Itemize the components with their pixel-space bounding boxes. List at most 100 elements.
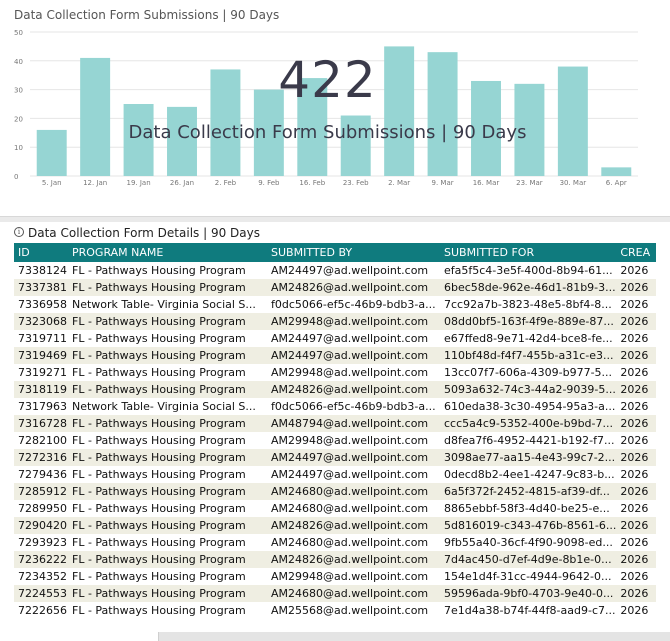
- column-header-submitted-for[interactable]: SUBMITTED FOR: [440, 243, 617, 262]
- table-row[interactable]: 7272316 FL - Pathways Housing Program AM24…: [14, 449, 657, 466]
- cell-created: 2026: [616, 279, 657, 296]
- table-row[interactable]: 7319469 FL - Pathways Housing Program AM24…: [14, 347, 657, 364]
- table-row[interactable]: 7222656 FL - Pathways Housing Program AM25…: [14, 602, 657, 619]
- column-header-created[interactable]: CREA: [616, 243, 657, 262]
- cell-program-name: FL - Pathways Housing Program: [68, 330, 267, 347]
- table-row[interactable]: 7289950 FL - Pathways Housing Program AM24…: [14, 500, 657, 517]
- cell-submitted-by: AM24497@ad.wellpoint.com: [267, 466, 440, 483]
- column-header-program-name[interactable]: PROGRAM NAME: [68, 243, 267, 262]
- table-row[interactable]: 7319271 FL - Pathways Housing Program AM29…: [14, 364, 657, 381]
- cell-created: 2026: [616, 296, 657, 313]
- table-row[interactable]: 7224553 FL - Pathways Housing Program AM24…: [14, 585, 657, 602]
- cell-program-name: FL - Pathways Housing Program: [68, 449, 267, 466]
- x-tick-label: 16. Mar: [473, 179, 500, 187]
- cell-id: 7290420: [14, 517, 68, 534]
- table-row[interactable]: 7285912 FL - Pathways Housing Program AM24…: [14, 483, 657, 500]
- table-row[interactable]: 7316728 FL - Pathways Housing Program AM48…: [14, 415, 657, 432]
- table-row[interactable]: 7317963 Network Table- Virginia Social S.…: [14, 398, 657, 415]
- bar[interactable]: [167, 106, 197, 176]
- bar[interactable]: [210, 69, 241, 176]
- x-tick-label: 19. Jan: [126, 179, 150, 187]
- cell-id: 7336958: [14, 296, 68, 313]
- cell-submitted-for: 7e1d4a38-b74f-44f8-aad9-c7...: [440, 602, 617, 619]
- bar[interactable]: [80, 57, 111, 176]
- x-tick-label: 16. Feb: [299, 179, 325, 187]
- cell-created: 2026: [616, 517, 657, 534]
- info-icon[interactable]: i: [14, 227, 24, 237]
- column-header-id[interactable]: ID: [14, 243, 68, 262]
- chart-title: Data Collection Form Submissions | 90 Da…: [14, 8, 280, 22]
- table-row[interactable]: 7293923 FL - Pathways Housing Program AM24…: [14, 534, 657, 551]
- cell-submitted-by: f0dc5066-ef5c-46b9-bdb3-a...: [267, 398, 440, 415]
- bar[interactable]: [36, 129, 67, 176]
- bar[interactable]: [427, 52, 458, 176]
- table-row[interactable]: 7338124 FL - Pathways Housing Program AM24…: [14, 262, 657, 279]
- cell-program-name: FL - Pathways Housing Program: [68, 313, 267, 330]
- table-row[interactable]: 7290420 FL - Pathways Housing Program AM24…: [14, 517, 657, 534]
- x-tick-label: 9. Feb: [258, 179, 280, 187]
- x-tick-label: 12. Jan: [83, 179, 107, 187]
- table-row[interactable]: 7319711 FL - Pathways Housing Program AM24…: [14, 330, 657, 347]
- table-row[interactable]: 7336958 Network Table- Virginia Social S.…: [14, 296, 657, 313]
- x-tick-label: 2. Mar: [388, 179, 410, 187]
- cell-submitted-for: 9fb55a40-36cf-4f90-9098-ed...: [440, 534, 617, 551]
- cell-created: 2026: [616, 432, 657, 449]
- cell-id: 7272316: [14, 449, 68, 466]
- details-table: ID PROGRAM NAME SUBMITTED BY SUBMITTED F…: [14, 243, 657, 619]
- cell-submitted-by: AM24680@ad.wellpoint.com: [267, 500, 440, 517]
- cell-submitted-by: AM24497@ad.wellpoint.com: [267, 262, 440, 279]
- cell-created: 2026: [616, 551, 657, 568]
- bar[interactable]: [340, 115, 371, 176]
- table-row[interactable]: 7236222 FL - Pathways Housing Program AM24…: [14, 551, 657, 568]
- table-row[interactable]: 7282100 FL - Pathways Housing Program AM29…: [14, 432, 657, 449]
- cell-submitted-by: AM24680@ad.wellpoint.com: [267, 483, 440, 500]
- table-row[interactable]: 7323068 FL - Pathways Housing Program AM29…: [14, 313, 657, 330]
- cell-submitted-for: 0decd8b2-4ee1-4247-9c83-b...: [440, 466, 617, 483]
- y-tick-label: 30: [14, 87, 23, 95]
- column-header-submitted-by[interactable]: SUBMITTED BY: [267, 243, 440, 262]
- cell-submitted-for: 08dd0bf5-163f-4f9e-889e-87...: [440, 313, 617, 330]
- table-row[interactable]: 7318119 FL - Pathways Housing Program AM24…: [14, 381, 657, 398]
- cell-submitted-for: 13cc07f7-606a-4309-b977-5...: [440, 364, 617, 381]
- table-row[interactable]: 7337381 FL - Pathways Housing Program AM24…: [14, 279, 657, 296]
- cell-created: 2026: [616, 568, 657, 585]
- y-tick-label: 40: [14, 58, 23, 66]
- bottom-strip: [0, 632, 670, 641]
- cell-submitted-for: 154e1d4f-31cc-4944-9642-0...: [440, 568, 617, 585]
- table-row[interactable]: 7234352 FL - Pathways Housing Program AM29…: [14, 568, 657, 585]
- cell-submitted-by: f0dc5066-ef5c-46b9-bdb3-a...: [267, 296, 440, 313]
- cell-id: 7236222: [14, 551, 68, 568]
- bar[interactable]: [514, 83, 545, 176]
- cell-id: 7323068: [14, 313, 68, 330]
- table-header-row: ID PROGRAM NAME SUBMITTED BY SUBMITTED F…: [14, 243, 657, 262]
- cell-id: 7319711: [14, 330, 68, 347]
- cell-created: 2026: [616, 398, 657, 415]
- cell-submitted-by: AM24497@ad.wellpoint.com: [267, 449, 440, 466]
- y-tick-label: 20: [14, 115, 23, 123]
- bar[interactable]: [297, 78, 328, 176]
- bar[interactable]: [384, 46, 415, 177]
- table-title: i Data Collection Form Details | 90 Days: [14, 226, 260, 240]
- x-tick-label: 9. Mar: [432, 179, 454, 187]
- cell-id: 7279436: [14, 466, 68, 483]
- cell-program-name: FL - Pathways Housing Program: [68, 364, 267, 381]
- x-tick-label: 5. Jan: [42, 179, 62, 187]
- cell-program-name: FL - Pathways Housing Program: [68, 551, 267, 568]
- cell-submitted-for: 3098ae77-aa15-4e43-99c7-2...: [440, 449, 617, 466]
- cell-submitted-by: AM29948@ad.wellpoint.com: [267, 568, 440, 585]
- table-row[interactable]: 7279436 FL - Pathways Housing Program AM24…: [14, 466, 657, 483]
- submissions-bar-chart: 0 10 20 30 40 50 5. Jan 12. Jan 19. Jan 26. Jan 2.…: [14, 29, 638, 187]
- bar[interactable]: [123, 104, 154, 176]
- cell-program-name: Network Table- Virginia Social S...: [68, 296, 267, 313]
- cell-submitted-by: AM24826@ad.wellpoint.com: [267, 551, 440, 568]
- y-tick-label: 10: [14, 144, 23, 152]
- bar[interactable]: [601, 167, 632, 176]
- bar[interactable]: [557, 66, 588, 176]
- cell-id: 7293923: [14, 534, 68, 551]
- cell-created: 2026: [616, 262, 657, 279]
- cell-id: 7282100: [14, 432, 68, 449]
- bar[interactable]: [253, 89, 284, 176]
- page-tab[interactable]: [0, 632, 159, 641]
- bar[interactable]: [471, 80, 501, 176]
- cell-created: 2026: [616, 466, 657, 483]
